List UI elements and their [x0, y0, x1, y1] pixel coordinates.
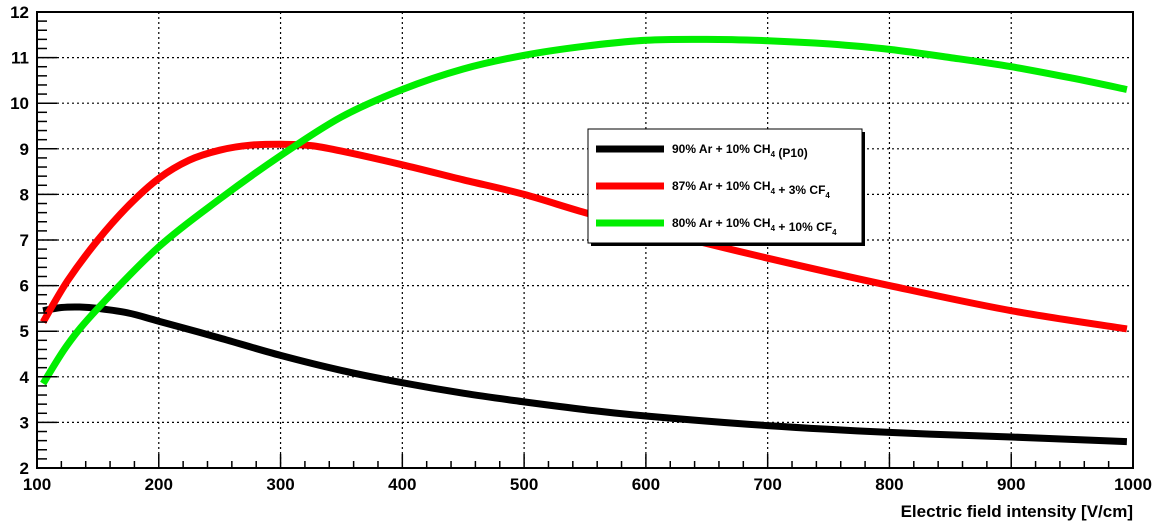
legend: 90% Ar + 10% CH4 (P10)87% Ar + 10% CH4 +…: [587, 128, 865, 246]
y-tick-label: 12: [10, 3, 29, 22]
x-tick-label: 500: [510, 475, 538, 494]
axis-ticks: [36, 11, 1134, 469]
y-tick-label: 7: [20, 231, 29, 250]
legend-label-subscript: 4: [832, 228, 837, 237]
y-tick-label: 11: [11, 49, 29, 68]
legend-label-part: + 10% CF: [775, 220, 832, 234]
x-tick-label: 100: [23, 475, 51, 494]
legend-label-subscript: 4: [825, 191, 830, 200]
y-tick-label: 5: [20, 322, 29, 341]
legend-label-subscript: 4: [771, 150, 776, 159]
y-tick-label: 8: [20, 185, 29, 204]
legend-label-part: + 3% CF: [775, 183, 825, 197]
series-line-2: [40, 140, 1128, 333]
legend-label-part: 80% Ar + 10% CH: [672, 216, 771, 230]
y-tick-label: 2: [20, 459, 29, 478]
y-tick-label: 9: [20, 140, 29, 159]
x-tick-label: 200: [145, 475, 173, 494]
x-tick-label: 300: [266, 475, 294, 494]
x-tick-labels: 100 200 300 400 500 600 700 800 900 1000: [23, 475, 1152, 494]
y-tick-label: 3: [20, 413, 29, 432]
series-lines: [40, 35, 1128, 446]
x-tick-label: 900: [997, 475, 1025, 494]
x-tick-label: 600: [632, 475, 660, 494]
legend-label-part: (P10): [775, 146, 808, 160]
grid: [37, 12, 1133, 468]
legend-label-1: 90% Ar + 10% CH4 (P10): [672, 142, 808, 160]
y-tick-labels: 2 3 4 5 6 7 8 9 10 11 12: [10, 3, 29, 478]
series-line-3: [40, 35, 1128, 386]
x-tick-label: 800: [875, 475, 903, 494]
legend-label-3: 80% Ar + 10% CH4 + 10% CF4: [672, 216, 837, 237]
x-tick-label: 700: [753, 475, 781, 494]
x-tick-label: 1000: [1114, 475, 1152, 494]
legend-label-part: 87% Ar + 10% CH: [672, 179, 771, 193]
x-axis-label: Electric field intensity [V/cm]: [901, 502, 1133, 521]
y-tick-label: 10: [10, 94, 29, 113]
y-tick-label: 6: [20, 277, 29, 296]
legend-label-part: 90% Ar + 10% CH: [672, 142, 771, 156]
legend-label-2: 87% Ar + 10% CH4 + 3% CF4: [672, 179, 830, 200]
legend-label-subscript: 4: [771, 224, 776, 233]
legend-label-subscript: 4: [771, 187, 776, 196]
x-tick-label: 400: [388, 475, 416, 494]
y-tick-label: 4: [20, 368, 30, 387]
